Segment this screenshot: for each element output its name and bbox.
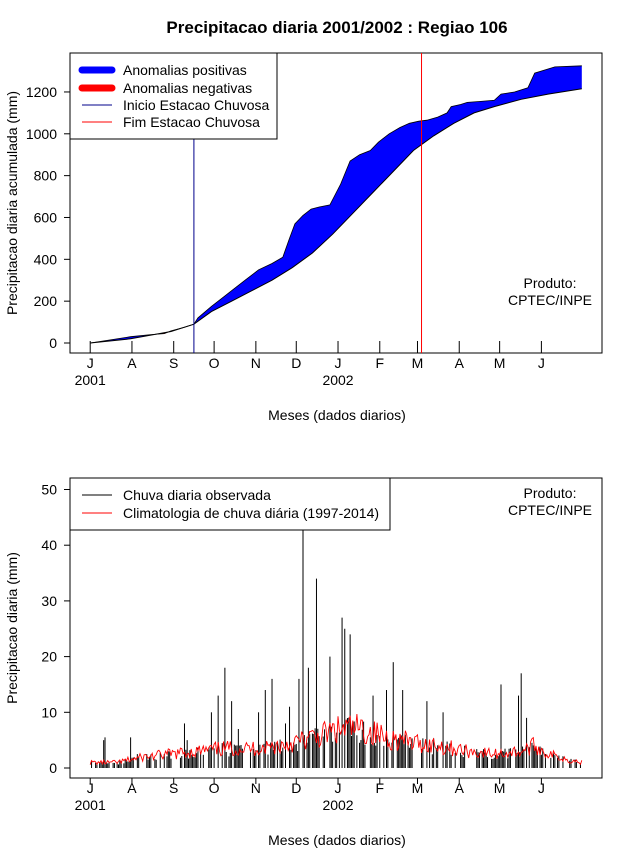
top-y-tick-label-2: 400	[34, 251, 58, 267]
top-x-tick-label-6: J	[335, 355, 342, 371]
top-y-tick-label-4: 800	[34, 168, 58, 184]
bottom-x-tick-label-0: J	[87, 780, 94, 796]
top-x-axis-label: Meses (dados diarios)	[268, 407, 406, 423]
legend-climatology-label: Climatologia de chuva diária (1997-2014)	[123, 505, 379, 521]
top-x-tick-label-10: M	[494, 355, 506, 371]
bottom-x-tick-label-5: D	[291, 780, 301, 796]
bottom-x-tick-label-4: N	[251, 780, 261, 796]
top-y-tick-label-3: 600	[34, 209, 58, 225]
bottom-x-tick-label-10: M	[494, 780, 506, 796]
top-y-tick-label-5: 1000	[26, 126, 57, 142]
top-year-label-1: 2002	[322, 372, 353, 388]
top-y-axis-label: Precipitacao diaria acumulada (mm)	[4, 91, 20, 315]
legend-positive-label: Anomalias positivas	[123, 62, 247, 78]
top-product-line2: CPTEC/INPE	[508, 292, 592, 308]
bottom-y-tick-label-0: 0	[49, 760, 57, 776]
bottom-y-tick-label-1: 10	[41, 704, 57, 720]
climatology-cumulative-line	[90, 88, 582, 344]
bottom-product-line2: CPTEC/INPE	[508, 502, 592, 518]
legend-season-start-label: Inicio Estacao Chuvosa	[123, 97, 270, 113]
bottom-y-axis-label: Precipitacao diaria (mm)	[4, 552, 20, 704]
bottom-y-tick-label-4: 40	[41, 537, 57, 553]
bottom-x-tick-label-3: O	[209, 780, 220, 796]
bottom-year-label-1: 2002	[322, 797, 353, 813]
top-y-tick-label-6: 1200	[26, 84, 57, 100]
bottom-x-tick-label-7: F	[375, 780, 384, 796]
top-x-tick-label-3: O	[209, 355, 220, 371]
top-x-tick-label-7: F	[375, 355, 384, 371]
bottom-product-line1: Produto:	[524, 485, 577, 501]
top-legend: Anomalias positivas Anomalias negativas …	[69, 52, 278, 140]
top-x-tick-label-0: J	[87, 355, 94, 371]
bottom-x-tick-label-9: A	[455, 780, 465, 796]
positive-anomaly-band-2	[193, 65, 582, 325]
bottom-x-axis-label: Meses (dados diarios)	[268, 832, 406, 848]
bottom-y-tick-label-3: 30	[41, 593, 57, 609]
legend-observed-label: Chuva diaria observada	[123, 487, 271, 503]
observed-cumulative-line	[90, 65, 582, 344]
top-year-label-0: 2001	[75, 372, 106, 388]
top-product-line1: Produto:	[524, 275, 577, 291]
top-x-tick-label-4: N	[251, 355, 261, 371]
bottom-x-tick-label-1: A	[127, 780, 137, 796]
top-plot-frame	[69, 52, 603, 354]
top-y-tick-label-0: 0	[49, 335, 57, 351]
top-x-tick-label-9: A	[455, 355, 465, 371]
climatology-daily-line	[89, 713, 583, 766]
bottom-y-tick-label-5: 50	[41, 482, 57, 498]
legend-season-end-label: Fim Estacao Chuvosa	[123, 114, 260, 130]
top-x-tick-label-1: A	[127, 355, 137, 371]
bottom-year-label-0: 2001	[75, 797, 106, 813]
bottom-x-tick-label-8: M	[412, 780, 424, 796]
top-x-tick-label-8: M	[412, 355, 424, 371]
bottom-y-tick-label-2: 20	[41, 649, 57, 665]
bottom-x-tick-label-2: S	[169, 780, 178, 796]
chart-title: Precipitacao diaria 2001/2002 : Regiao 1…	[166, 18, 507, 37]
top-y-tick-label-1: 200	[34, 293, 58, 309]
bottom-legend: Chuva diaria observada Climatologia de c…	[69, 477, 391, 531]
bottom-legend-box	[69, 477, 391, 531]
top-x-tick-label-2: S	[169, 355, 178, 371]
bottom-x-tick-label-11: J	[538, 780, 545, 796]
top-x-tick-label-11: J	[538, 355, 545, 371]
legend-negative-label: Anomalias negativas	[123, 80, 252, 96]
bottom-x-tick-label-6: J	[335, 780, 342, 796]
top-x-tick-label-5: D	[291, 355, 301, 371]
